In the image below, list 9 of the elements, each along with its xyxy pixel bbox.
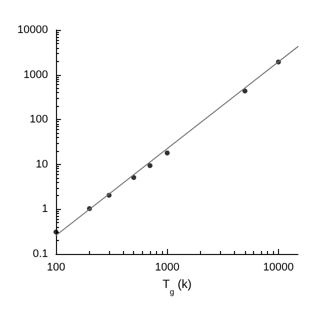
x-tick-label: 1000 xyxy=(154,262,180,274)
y-tick-label: 10 xyxy=(36,158,48,170)
y-tick-label: 1000 xyxy=(24,68,48,81)
x-tick-label: 100 xyxy=(46,262,66,274)
y-tick-label: 1 xyxy=(42,203,48,216)
y-tick-label: 100 xyxy=(30,114,48,126)
y-tick-label: 0.1 xyxy=(32,248,48,260)
x-tick-label: 10000 xyxy=(263,262,294,274)
y-tick-label: 10000 xyxy=(17,24,48,36)
